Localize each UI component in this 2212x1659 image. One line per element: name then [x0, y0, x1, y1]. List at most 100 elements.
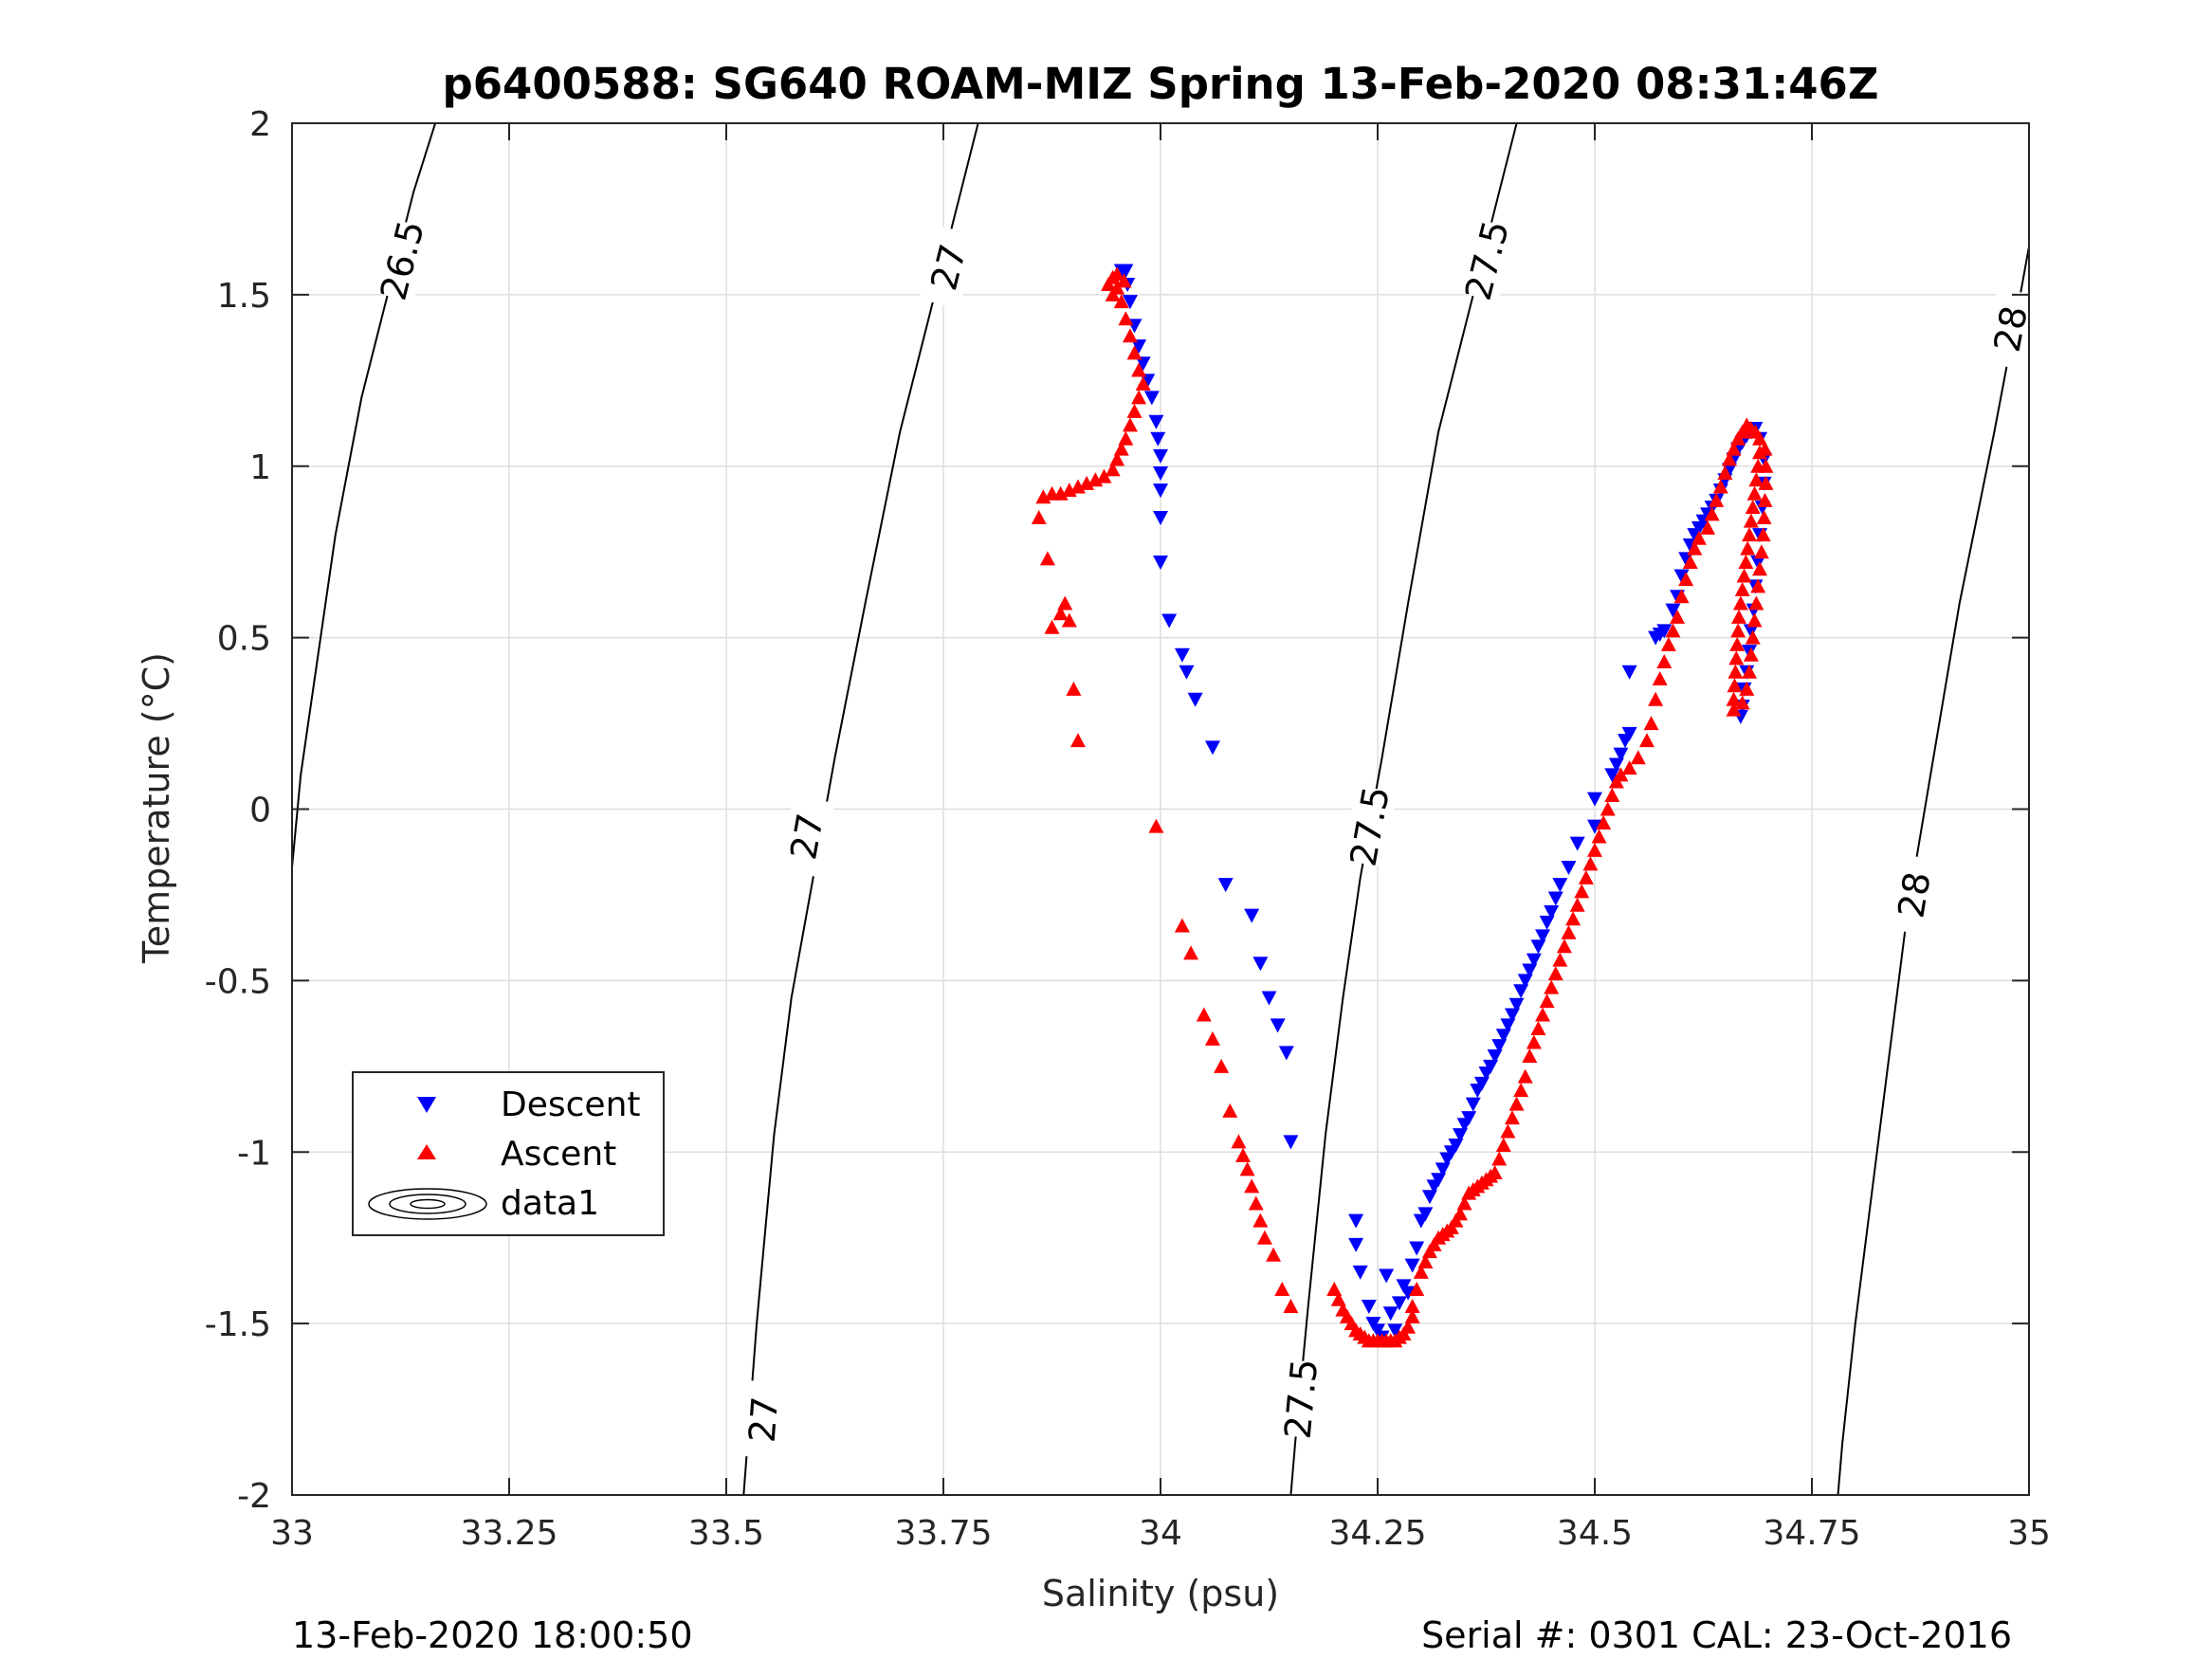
y-tick-label: 0.5 [217, 620, 271, 659]
ascent-point [1748, 472, 1764, 487]
descent-point [1504, 1008, 1520, 1023]
ascent-point [1745, 629, 1761, 645]
ascent-series [1031, 266, 1774, 1348]
ascent-point [1256, 1230, 1272, 1245]
footer-serial-cal: Serial #: 0301 CAL: 23-Oct-2016 [1421, 1614, 2012, 1656]
ascent-point [1621, 760, 1637, 775]
descent-point [1448, 1139, 1464, 1154]
ascent-point [1758, 458, 1774, 473]
descent-point [1522, 963, 1538, 978]
ascent-point [1096, 468, 1112, 483]
ascent-point [1113, 294, 1129, 309]
ascent-point [1409, 1281, 1425, 1296]
ascent-point [1613, 767, 1629, 782]
x-tick-label: 33.25 [460, 1514, 558, 1553]
descent-point [1379, 1268, 1395, 1284]
descent-point [1150, 431, 1166, 447]
ascent-point [1757, 492, 1773, 507]
x-tick-label: 33 [270, 1514, 314, 1553]
contour-label-text: 28 [1890, 868, 1938, 921]
descent-point [1153, 448, 1168, 464]
ascent-point [1712, 479, 1728, 494]
ascent-point [1746, 612, 1763, 628]
ascent-point [1678, 572, 1694, 587]
ascent-point [1535, 1007, 1551, 1022]
ascent-point [1742, 527, 1758, 542]
descent-point [1421, 1190, 1437, 1205]
descent-point [1487, 1048, 1503, 1064]
ascent-point [1648, 691, 1664, 706]
ascent-point [1739, 681, 1755, 696]
descent-point [1517, 974, 1533, 989]
descent-point [1404, 1258, 1420, 1273]
descent-point [1348, 1237, 1364, 1252]
contour-label-text: 27.5 [1277, 1358, 1326, 1441]
ascent-point [1239, 1161, 1255, 1176]
descent-point [1270, 1018, 1286, 1033]
ascent-point [1413, 1264, 1429, 1279]
descent-point [1569, 836, 1585, 851]
ascent-point [1122, 328, 1138, 343]
ascent-point [1728, 664, 1744, 679]
ascent-point [1066, 681, 1082, 696]
descent-point [1153, 511, 1168, 526]
descent-point [1153, 465, 1168, 481]
ascent-point [1758, 475, 1774, 490]
ascent-point [1109, 451, 1125, 466]
ascent-point [1728, 650, 1745, 665]
ascent-point [1404, 1299, 1420, 1314]
descent-point [1278, 1046, 1294, 1061]
ascent-point [1544, 979, 1560, 994]
descent-point [1387, 1323, 1403, 1339]
ascent-point [1118, 311, 1134, 326]
ascent-point [1508, 1096, 1525, 1111]
ascent-point [1561, 924, 1577, 939]
descent-point [1473, 1076, 1490, 1091]
descent-point [1621, 665, 1637, 680]
contour-label-bg [373, 218, 432, 302]
ascent-point [1330, 1291, 1346, 1306]
ascent-point [1400, 1319, 1417, 1334]
ascent-point [1750, 578, 1766, 593]
ascent-point [1565, 911, 1581, 926]
ascent-point [1730, 623, 1746, 638]
ascent-point [1738, 555, 1754, 570]
legend-ascent-marker [417, 1144, 436, 1159]
ascent-point [1727, 678, 1743, 693]
descent-point [1361, 1300, 1377, 1315]
ascent-point [1652, 671, 1668, 686]
x-axis-label: Salinity (psu) [1042, 1573, 1279, 1614]
descent-point [1118, 264, 1134, 279]
ascent-point [1283, 1299, 1299, 1314]
ascent-point [1174, 918, 1190, 933]
ascent-point [1709, 492, 1725, 507]
ascent-point [1052, 606, 1069, 621]
ascent-point [1101, 277, 1117, 292]
descent-point [1656, 624, 1673, 639]
descent-point [1500, 1018, 1516, 1033]
y-tick-label: -1.5 [205, 1305, 271, 1344]
ascent-point [1131, 362, 1147, 377]
ascent-point [1604, 788, 1620, 803]
ascent-point [1740, 540, 1756, 556]
ascent-point [1726, 691, 1742, 706]
ascent-point [1417, 1254, 1434, 1269]
ascent-point [1582, 856, 1599, 871]
ascent-point [1069, 733, 1086, 748]
contour-line-26.5 [292, 123, 437, 868]
x-tick-labels: 33 33.25 33.5 33.75 34 34.25 34.5 34.75 35 [270, 1514, 2051, 1553]
x-tick-label: 34.25 [1328, 1514, 1426, 1553]
descent-point [1382, 1306, 1398, 1322]
ascent-point [1252, 1212, 1269, 1228]
contour-label-27.5: 27.5 [1277, 1358, 1326, 1441]
ascent-point [1244, 1178, 1260, 1194]
contour-label-bg [1457, 218, 1517, 302]
contour-label-27: 27 [779, 795, 834, 878]
ascent-point [1638, 733, 1654, 748]
x-tick-label: 34 [1139, 1514, 1182, 1553]
ascent-point [1665, 623, 1681, 638]
ascent-point [1517, 1068, 1533, 1084]
descent-point [1187, 692, 1203, 707]
legend-descent-marker [417, 1097, 436, 1113]
contour-label-bg [779, 795, 834, 878]
